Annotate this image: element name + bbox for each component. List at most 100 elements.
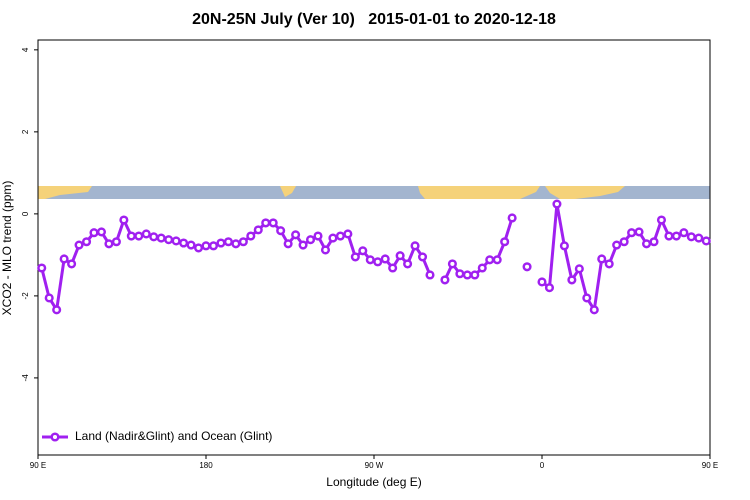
x-tick-label: 90 W bbox=[365, 461, 384, 470]
point bbox=[328, 233, 338, 243]
point bbox=[74, 240, 84, 250]
point bbox=[507, 213, 517, 223]
point bbox=[52, 305, 62, 315]
point bbox=[216, 238, 226, 248]
point bbox=[656, 215, 667, 225]
point bbox=[492, 255, 502, 265]
point bbox=[96, 227, 107, 237]
point bbox=[522, 262, 532, 272]
point bbox=[119, 215, 129, 225]
y-tick-label: 0 bbox=[21, 211, 30, 216]
point bbox=[186, 240, 196, 250]
point bbox=[268, 218, 278, 228]
point bbox=[500, 237, 510, 247]
point bbox=[619, 237, 629, 247]
y-tick-label: 2 bbox=[21, 129, 30, 134]
point bbox=[537, 277, 547, 287]
point bbox=[208, 241, 219, 251]
point bbox=[477, 263, 487, 273]
chart-title: 20N-25N July (Ver 10) 2015-01-01 to 2020… bbox=[192, 11, 556, 28]
point bbox=[403, 259, 413, 269]
point bbox=[298, 240, 308, 250]
point bbox=[485, 255, 495, 265]
point bbox=[156, 233, 166, 243]
point bbox=[440, 275, 450, 285]
point bbox=[425, 270, 435, 280]
point bbox=[365, 255, 375, 265]
x-tick-label: 0 bbox=[540, 461, 545, 470]
point bbox=[223, 237, 233, 247]
point bbox=[149, 232, 159, 242]
y-tick-label: -2 bbox=[21, 292, 30, 300]
x-tick-label: 90 E bbox=[30, 461, 46, 470]
point bbox=[89, 228, 99, 238]
point bbox=[335, 231, 345, 241]
x-tick-label: 180 bbox=[199, 461, 213, 470]
point bbox=[447, 259, 457, 269]
point bbox=[246, 231, 256, 241]
point bbox=[559, 241, 569, 251]
point bbox=[582, 293, 592, 303]
point bbox=[104, 239, 114, 249]
point bbox=[410, 241, 420, 251]
point bbox=[634, 227, 644, 237]
point bbox=[37, 263, 47, 273]
point bbox=[291, 230, 301, 240]
point bbox=[164, 235, 174, 245]
point bbox=[253, 225, 263, 235]
plot-frame bbox=[37, 39, 711, 456]
point bbox=[193, 243, 204, 253]
point bbox=[305, 235, 316, 245]
point bbox=[462, 270, 472, 280]
land bbox=[418, 186, 540, 199]
point bbox=[201, 241, 211, 251]
point bbox=[134, 231, 144, 241]
point bbox=[111, 237, 121, 247]
point bbox=[126, 231, 136, 241]
point bbox=[358, 246, 368, 256]
point bbox=[261, 218, 271, 228]
point bbox=[380, 254, 390, 264]
land bbox=[280, 186, 296, 197]
point bbox=[574, 264, 584, 274]
point bbox=[141, 229, 151, 239]
legend-label: Land (Nadir&Glint) and Ocean (Glint) bbox=[75, 429, 272, 443]
point bbox=[455, 269, 465, 279]
point bbox=[679, 228, 689, 238]
point bbox=[313, 231, 323, 241]
point bbox=[238, 237, 248, 247]
point bbox=[627, 228, 637, 238]
point bbox=[686, 232, 696, 242]
y-tick-label: -4 bbox=[21, 374, 30, 382]
point bbox=[694, 233, 704, 243]
point bbox=[320, 245, 331, 255]
point bbox=[276, 226, 286, 236]
point bbox=[470, 270, 480, 280]
map-strip bbox=[38, 186, 710, 199]
y-axis-label: XCO2 - MLO trend (ppm) bbox=[0, 181, 14, 316]
point bbox=[597, 254, 607, 264]
point bbox=[567, 275, 577, 285]
land bbox=[38, 186, 92, 199]
point bbox=[671, 231, 681, 241]
point bbox=[44, 293, 54, 303]
point bbox=[81, 237, 92, 247]
land bbox=[545, 186, 625, 199]
x-axis-label: Longitude (deg E) bbox=[326, 475, 421, 489]
point bbox=[417, 252, 428, 262]
point bbox=[388, 263, 398, 273]
point bbox=[641, 239, 652, 249]
point bbox=[171, 236, 181, 246]
point bbox=[373, 257, 383, 267]
point bbox=[231, 239, 241, 249]
ocean-band bbox=[38, 186, 710, 199]
legend-marker bbox=[50, 432, 60, 442]
point bbox=[395, 251, 405, 261]
point bbox=[589, 305, 599, 315]
point bbox=[604, 259, 614, 269]
x-tick-label: 90 E bbox=[702, 461, 718, 470]
y-tick-label: 4 bbox=[21, 47, 30, 52]
point bbox=[59, 254, 69, 264]
